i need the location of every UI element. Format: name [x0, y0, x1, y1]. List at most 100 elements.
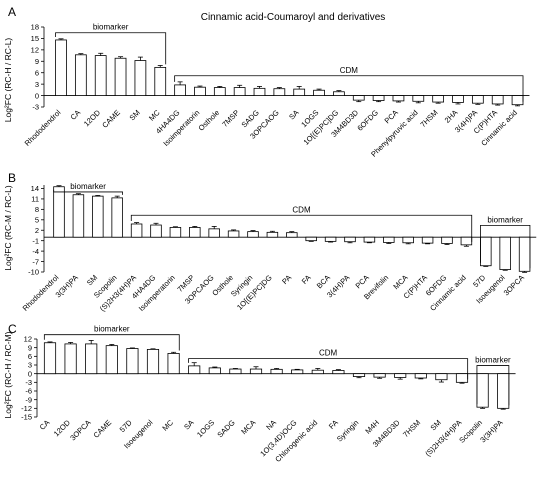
- bar: [229, 368, 242, 375]
- annotation-label: biomarker: [93, 23, 129, 32]
- category-label: SM: [127, 108, 141, 122]
- category-label: Rhododendrol: [23, 108, 63, 148]
- category-label: NA: [264, 418, 278, 432]
- panel-b-axes: -10 -7-4 -125 811 14: [28, 184, 537, 277]
- annotation-bracket: [53, 189, 123, 195]
- bar: [311, 369, 324, 375]
- y-tick-label: 18: [31, 23, 39, 32]
- bar: [455, 373, 469, 383]
- annotation-label: biomarker: [475, 356, 511, 365]
- category-label: SM: [85, 273, 99, 287]
- panel-c: C Log²FC (RC-H / RC-M) -15-12-9-6-303691…: [3, 322, 516, 464]
- category-label: MC: [147, 108, 162, 123]
- category-label: SM: [428, 418, 442, 432]
- bar: [150, 224, 162, 238]
- category-label: 3OPCA: [68, 418, 92, 442]
- y-tick-label: -1: [32, 236, 39, 245]
- y-tick-label: 0: [35, 91, 39, 100]
- category-label: 7HSM: [418, 108, 439, 129]
- bar: [491, 95, 504, 105]
- category-label: CAME: [100, 108, 122, 130]
- y-tick-label: 9: [28, 343, 32, 352]
- y-tick-label: -3: [25, 378, 32, 387]
- bar: [53, 186, 65, 238]
- panel-b: B Log²FC (RC-M / RC-L) -10-7-4-12581114 …: [3, 171, 537, 313]
- y-tick-label: 14: [31, 184, 39, 193]
- annotation-label: biomarker: [70, 182, 106, 191]
- bar: [194, 86, 206, 96]
- bar: [169, 227, 182, 238]
- bar: [188, 365, 201, 375]
- y-tick-label: -15: [21, 413, 32, 422]
- bar: [332, 370, 345, 375]
- annotation-bracket: [43, 334, 180, 351]
- category-label: 57D: [471, 273, 488, 290]
- annotation-label: CDM: [340, 66, 359, 75]
- bar: [372, 95, 385, 101]
- bar: [154, 66, 167, 96]
- y-tick-label: 3: [35, 80, 39, 89]
- panel-b-ylabel: Log²FC (RC-M / RC-L): [3, 185, 13, 271]
- annotation-bracket: [130, 214, 473, 242]
- bar: [373, 373, 386, 378]
- category-label: 57D: [118, 418, 135, 435]
- bar: [208, 367, 221, 375]
- bar: [266, 231, 279, 238]
- bar: [249, 368, 263, 375]
- bar: [43, 342, 57, 375]
- y-tick-label: -6: [25, 387, 32, 396]
- bar: [392, 95, 405, 102]
- category-label: PA: [280, 273, 293, 286]
- y-tick-label: 12: [31, 46, 39, 55]
- category-label: Osthole: [197, 108, 222, 133]
- bar: [499, 236, 511, 270]
- y-tick-label: -7: [32, 257, 39, 266]
- panel-a-letter: A: [8, 5, 16, 19]
- annotation-label: biomarker: [94, 325, 130, 334]
- bar: [174, 84, 186, 96]
- bar: [105, 345, 118, 375]
- y-tick-label: -9: [25, 395, 32, 404]
- annotation-bracket: [480, 224, 531, 269]
- y-tick-label: -10: [28, 268, 39, 277]
- y-tick-label: -3: [32, 103, 39, 112]
- bar: [55, 39, 67, 96]
- bar: [72, 194, 85, 238]
- bar: [293, 88, 306, 96]
- bar: [253, 87, 266, 96]
- category-label: 3OPCA: [502, 273, 526, 297]
- bar: [213, 87, 226, 96]
- bar: [435, 373, 448, 381]
- category-label: M4H: [363, 418, 381, 436]
- annotation-label: biomarker: [487, 215, 523, 224]
- category-label: 7HSM: [401, 418, 422, 439]
- y-tick-label: 9: [35, 57, 39, 66]
- bar: [324, 236, 337, 242]
- panel-b-letter: B: [8, 171, 16, 185]
- bar: [344, 236, 356, 243]
- bar: [452, 95, 464, 103]
- y-tick-label: 5: [35, 216, 39, 225]
- bar: [114, 57, 127, 96]
- annotation-bracket: [476, 365, 510, 406]
- bar: [383, 236, 395, 243]
- bar: [286, 232, 298, 238]
- y-tick-label: 6: [35, 68, 39, 77]
- bar: [130, 223, 143, 238]
- category-label: SA: [287, 108, 300, 121]
- y-tick-label: 3: [28, 361, 32, 370]
- bar: [111, 197, 123, 238]
- panel-a: A Log²FC (RC-H / RC-L) -3 0 3 6 9 12 15 18 Rhod…: [3, 5, 530, 159]
- bar: [313, 89, 325, 96]
- bar: [64, 343, 77, 375]
- y-tick-label: 8: [35, 205, 39, 214]
- bar: [227, 230, 240, 238]
- category-label: SADG: [215, 418, 237, 440]
- y-tick-label: 15: [31, 34, 39, 43]
- bar: [167, 353, 180, 375]
- category-label: FA: [300, 273, 313, 286]
- bar: [402, 236, 414, 244]
